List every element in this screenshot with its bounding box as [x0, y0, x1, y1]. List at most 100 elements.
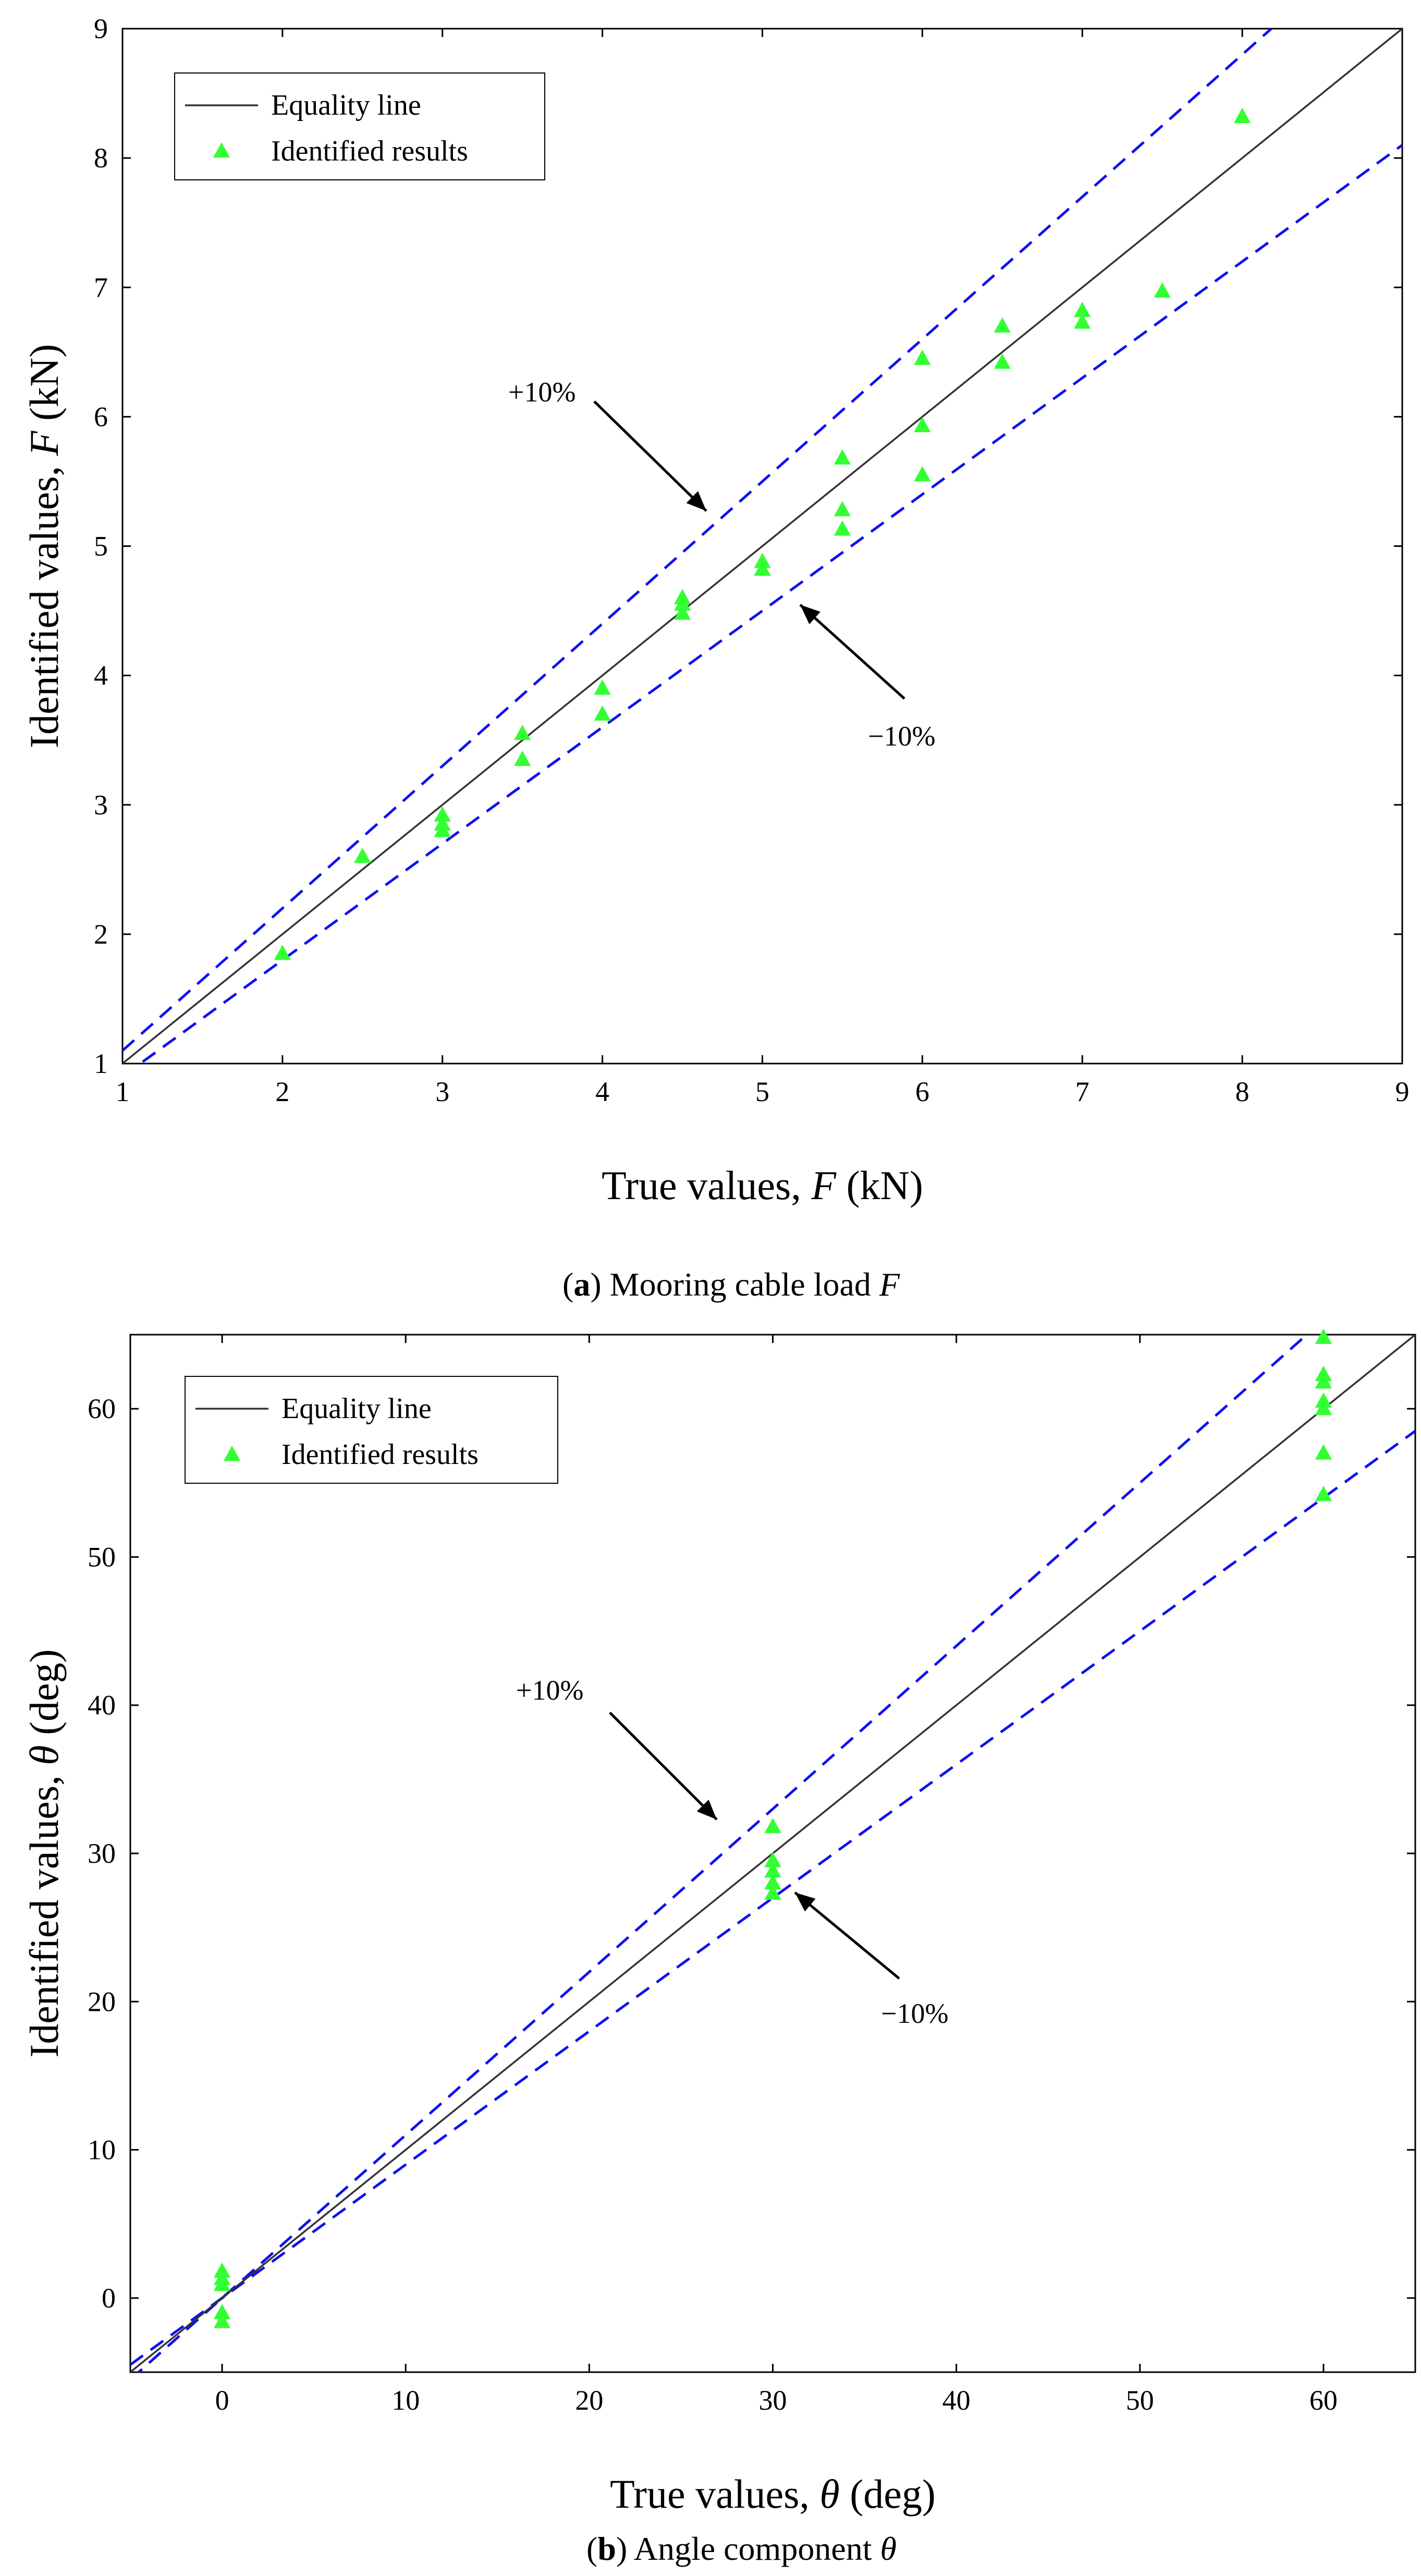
data-point — [1315, 1328, 1332, 1344]
data-point — [1315, 1400, 1332, 1415]
x-tick-label: 7 — [1075, 1076, 1089, 1107]
upper-bound-label: +10% — [516, 1675, 583, 1706]
upper-bound-arrow — [609, 1712, 718, 1821]
x-tick-label: 10 — [391, 2385, 420, 2416]
x-tick-label: 20 — [575, 2385, 603, 2416]
y-tick-label: 7 — [94, 272, 108, 303]
legend-marker-swatch — [223, 1446, 241, 1461]
data-point — [673, 604, 691, 620]
upper-bound-line — [137, 1335, 1309, 2372]
lower-bound-arrow — [794, 1891, 900, 1980]
lower-bound-arrow-head — [800, 605, 820, 625]
x-tick-label: 2 — [275, 1076, 289, 1107]
data-point — [213, 2276, 231, 2291]
data-point — [764, 1884, 781, 1900]
lower-bound-arrow — [799, 604, 905, 700]
y-tick-label: 9 — [94, 13, 108, 44]
data-point — [764, 1862, 781, 1878]
panel-b-chart: 0 10 20 30 40 50 60 0 10 20 30 40 50 60 +10% −10% Equali… — [21, 1328, 1416, 2567]
data-point — [834, 520, 851, 536]
equality-line — [123, 29, 1402, 1064]
data-point — [274, 945, 291, 960]
y-tick-label: 4 — [94, 660, 108, 691]
data-point — [514, 750, 531, 766]
data-point — [213, 2304, 231, 2319]
y-tick-label: 8 — [94, 142, 108, 174]
data-point — [1074, 301, 1091, 318]
upper-bound-label: +10% — [508, 376, 575, 408]
y-tick-label: 3 — [94, 789, 108, 821]
data-point — [994, 353, 1011, 369]
data-point — [1074, 313, 1091, 329]
x-tick-label: 9 — [1395, 1076, 1410, 1107]
legend-label-equality: Equality line — [281, 1393, 432, 1425]
data-point — [213, 2313, 231, 2328]
x-tick-label: 50 — [1126, 2385, 1154, 2416]
data-point — [754, 560, 771, 576]
data-point — [434, 822, 451, 837]
x-tick-label: 3 — [435, 1076, 449, 1107]
x-tick-label: 8 — [1235, 1076, 1250, 1107]
x-tick-label: 30 — [759, 2385, 787, 2416]
legend-label-equality: Equality line — [271, 89, 421, 121]
data-point — [764, 1817, 781, 1834]
data-point — [434, 806, 451, 822]
data-point — [914, 417, 931, 432]
lower-bound-label: −10% — [868, 721, 935, 752]
y-tick-label: 20 — [88, 1986, 116, 2017]
upper-bound-arrow-head — [686, 491, 706, 511]
panel-caption: (b) Angle component θ — [586, 2530, 897, 2567]
y-tick-label: 60 — [88, 1393, 116, 1424]
data-point — [834, 449, 851, 465]
data-point — [673, 595, 691, 611]
y-axis-title: Identified values, F (kN) — [21, 344, 67, 748]
legend-marker-swatch — [213, 142, 230, 158]
x-tick-label: 0 — [215, 2385, 229, 2416]
x-tick-label: 60 — [1309, 2385, 1338, 2416]
upper-bound-arrow-head — [696, 1799, 717, 1820]
y-tick-label: 10 — [88, 2134, 116, 2166]
data-point — [594, 679, 611, 695]
y-tick-label: 6 — [94, 401, 108, 432]
x-tick-label: 6 — [915, 1076, 929, 1107]
lower-bound-arrow-head — [795, 1893, 816, 1912]
y-axis-title: Identified values, θ (deg) — [21, 1649, 67, 2057]
x-axis-title: True values, F (kN) — [602, 1163, 923, 1208]
data-point — [914, 466, 931, 482]
y-tick-label: 30 — [88, 1838, 116, 1869]
data-point — [1315, 1373, 1332, 1389]
data-point — [1315, 1444, 1332, 1460]
panel-a-chart: 1 2 3 4 5 6 7 8 9 1 2 3 4 5 6 7 8 9 +10% −10% Equality line I… — [21, 13, 1410, 1303]
x-tick-label: 4 — [595, 1076, 609, 1107]
x-tick-label: 5 — [755, 1076, 769, 1107]
y-tick-label: 0 — [102, 2282, 116, 2314]
lower-bound-line — [138, 144, 1402, 1064]
data-point — [594, 705, 611, 721]
upper-bound-arrow — [593, 400, 707, 512]
data-point — [354, 848, 371, 863]
data-point — [994, 317, 1011, 333]
data-point — [1154, 282, 1171, 298]
data-point — [764, 1874, 781, 1890]
data-point — [914, 349, 931, 365]
legend-label-results: Identified results — [271, 135, 468, 167]
panel-caption: (a) Mooring cable load F — [562, 1266, 900, 1303]
lower-bound-line — [130, 1430, 1415, 2366]
data-point — [514, 725, 531, 740]
plot-lines — [123, 29, 1402, 1064]
y-tick-label: 1 — [94, 1048, 108, 1079]
data-point — [764, 1852, 781, 1867]
upper-bound-line — [123, 29, 1273, 1052]
y-tick-label: 5 — [94, 531, 108, 562]
legend-box — [185, 1376, 558, 1484]
data-point — [834, 501, 851, 517]
x-axis-title: True values, θ (deg) — [610, 2471, 936, 2517]
legend-box — [174, 72, 545, 180]
x-tick-label: 1 — [116, 1076, 130, 1107]
y-tick-label: 2 — [94, 919, 108, 950]
y-tick-label: 50 — [88, 1541, 116, 1572]
data-point — [1233, 107, 1251, 123]
x-tick-label: 40 — [942, 2385, 971, 2416]
data-point — [1315, 1486, 1332, 1501]
